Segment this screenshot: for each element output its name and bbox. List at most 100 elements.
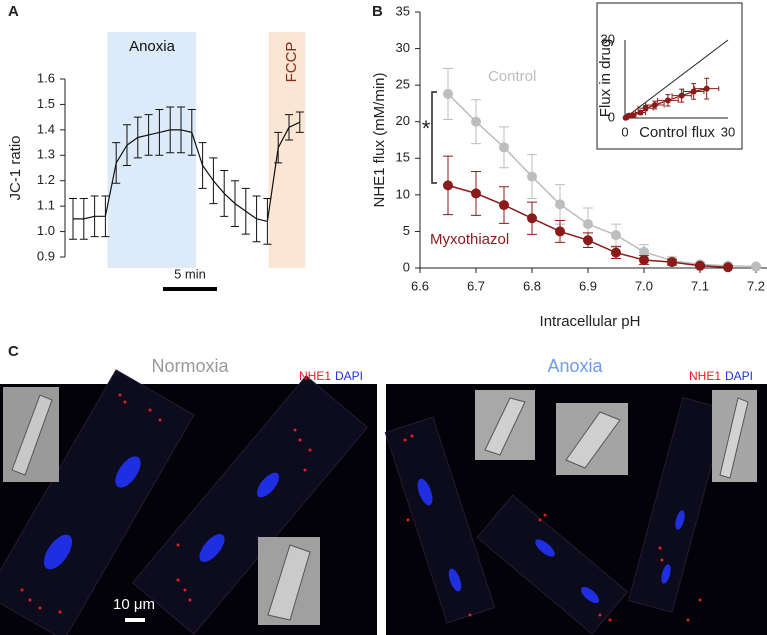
x-tick-label: 6.6 [411, 278, 429, 293]
y-tick-label: 1.2 [37, 172, 55, 187]
y-axis-title: Flux in drug [597, 39, 614, 117]
y-tick-label: 15 [396, 150, 410, 165]
identity-line [624, 39, 729, 119]
data-point [751, 261, 761, 272]
data-point [443, 180, 453, 191]
error-bar [69, 198, 77, 240]
x-tick-label: 7.2 [747, 278, 765, 293]
data-point [583, 219, 593, 230]
channel-label: DAPI [335, 369, 363, 383]
shaded-region [107, 32, 197, 268]
error-bar [252, 195, 261, 243]
y-tick-label: 30 [396, 40, 410, 55]
error-bar [274, 131, 283, 164]
error-bar [177, 106, 185, 154]
data-point [499, 142, 509, 153]
panel-label: C [8, 343, 19, 360]
error-bar [220, 170, 229, 217]
error-bar [101, 195, 110, 238]
x-axis-title: Control flux [639, 124, 715, 141]
error-bar [133, 116, 142, 159]
data-point [611, 230, 621, 241]
error-bar [123, 124, 131, 166]
y-tick-label: 1.6 [37, 70, 55, 85]
data-point [690, 88, 697, 95]
data-point [471, 188, 481, 199]
data-point [611, 247, 621, 258]
y-tick-label: 0 [608, 109, 615, 124]
y-tick-label: 0.9 [37, 248, 55, 263]
data-point [443, 88, 453, 99]
data-point [555, 199, 565, 210]
y-tick-label: 10 [396, 186, 410, 201]
data-point [471, 116, 481, 127]
error-bar [285, 114, 293, 141]
error-bar [144, 114, 153, 156]
error-bar [241, 187, 250, 235]
y-tick-label: 1.0 [37, 223, 55, 238]
x-tick-label: 7.0 [635, 278, 653, 293]
shaded-region [268, 32, 306, 268]
data-point [527, 171, 537, 182]
data-point [678, 92, 685, 99]
data-point [703, 85, 710, 92]
x-tick-label: 0 [621, 124, 628, 139]
y-tick-label: 1.3 [37, 147, 55, 162]
series-label: Myxothiazol [430, 231, 509, 248]
error-bar [209, 157, 218, 205]
scale-bar-label: 10 μm [113, 596, 155, 613]
error-bar [166, 106, 175, 154]
error-bar [155, 109, 164, 156]
data-point [723, 262, 733, 273]
series-line [73, 121, 301, 223]
y-tick-label: 35 [396, 3, 410, 18]
y-axis-title: JC-1 ratio [7, 135, 24, 200]
data-point [695, 260, 705, 271]
image-title: Anoxia [547, 356, 603, 376]
y-tick-label: 25 [396, 77, 410, 92]
y-tick-label: 1.4 [37, 121, 55, 136]
error-bar [231, 180, 239, 227]
channel-label: NHE1 [689, 369, 721, 383]
series-label: Control [488, 68, 536, 85]
significance-bracket [431, 91, 437, 184]
y-tick-label: 20 [396, 113, 410, 128]
panel-label: A [8, 3, 19, 20]
data-point [667, 257, 677, 268]
error-bar [90, 195, 99, 238]
error-bar [112, 142, 121, 184]
error-bar [79, 198, 88, 240]
error-bar [187, 109, 196, 156]
y-axis-title: NHE1 flux (mM/min) [371, 72, 388, 207]
y-tick-label: 5 [403, 223, 410, 238]
error-bar [263, 198, 272, 245]
data-point [639, 246, 649, 257]
inset-frame [596, 2, 743, 150]
region-label: Anoxia [129, 38, 176, 55]
error-bar [198, 142, 207, 189]
x-tick-label: 7.1 [691, 278, 709, 293]
micrograph-normoxia [0, 369, 377, 635]
x-axis-title: Intracellular pH [540, 313, 641, 330]
data-point [637, 109, 644, 116]
channel-label: NHE1 [299, 369, 331, 383]
annotation: * [422, 116, 431, 141]
data-point [583, 235, 593, 246]
data-point [527, 213, 537, 224]
data-point [555, 226, 565, 237]
x-tick-label: 6.7 [467, 278, 485, 293]
data-point [622, 114, 629, 121]
micrograph-anoxia [384, 384, 767, 635]
data-point [664, 97, 671, 104]
x-tick-label: 30 [721, 124, 735, 139]
region-label: FCCP [283, 42, 300, 83]
data-point [499, 200, 509, 211]
panel-label: B [372, 3, 383, 20]
scale-bar-label: 5 min [174, 266, 206, 281]
data-point [639, 254, 649, 265]
y-tick-label: 30 [601, 31, 615, 46]
y-tick-label: 1.5 [37, 96, 55, 111]
image-title: Normoxia [151, 356, 229, 376]
x-tick-label: 6.8 [523, 278, 541, 293]
